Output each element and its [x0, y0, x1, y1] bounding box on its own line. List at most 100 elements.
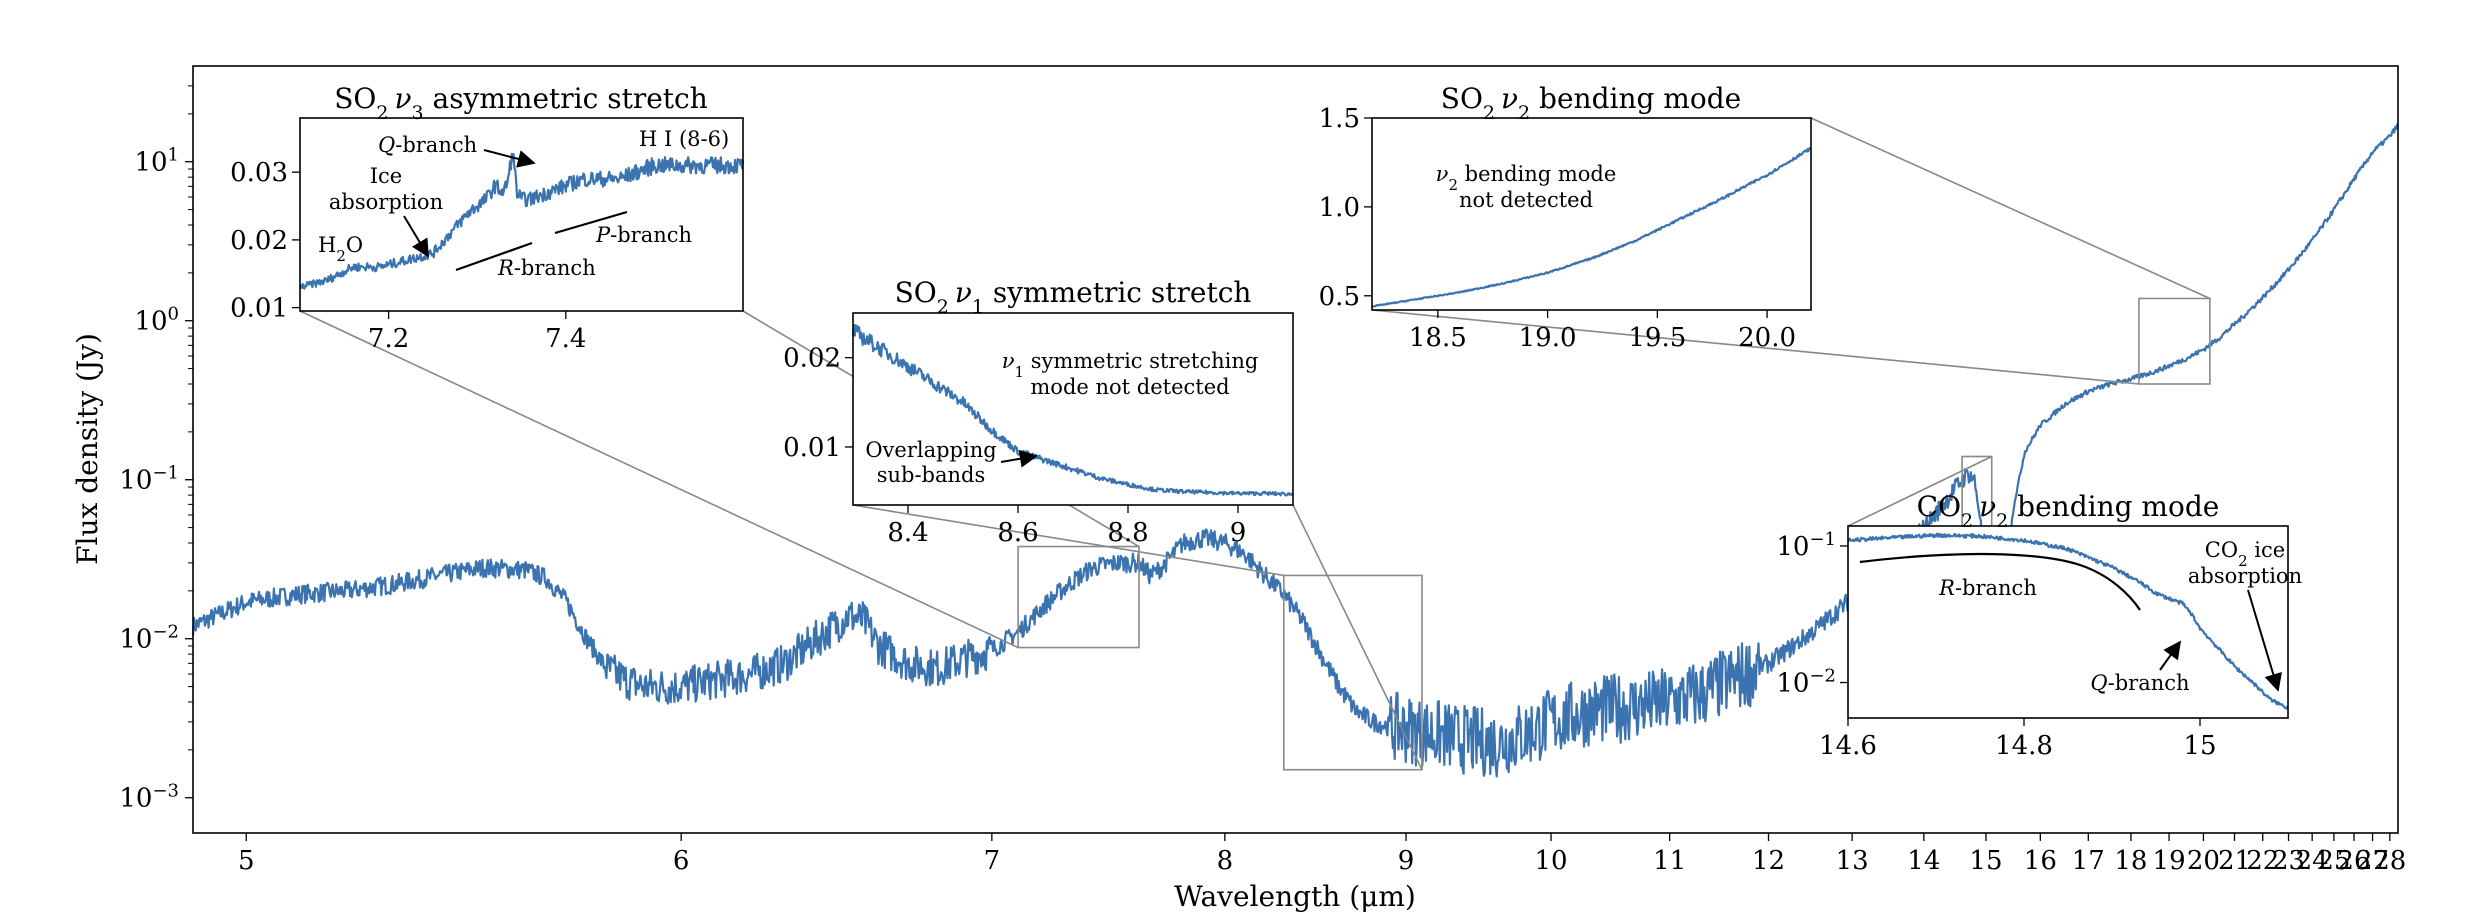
inset-x-tick-label: 9	[1230, 518, 1247, 548]
x-tick-label: 13	[1836, 846, 1869, 876]
inset-so2-v1-title: SO2 ν1 symmetric stretch	[895, 276, 1252, 318]
inset-x-tick-label: 7.2	[368, 324, 409, 354]
x-tick-label: 17	[2072, 846, 2105, 876]
inset-co2-v2: 14.6 14.8 15 10−1 10−2 CO2 ν2 bending mode R-…	[1776, 490, 2302, 761]
connector-line	[1847, 455, 1993, 527]
inset-connectors	[299, 117, 2211, 771]
inset-co2-v2-frame	[1847, 525, 2289, 719]
x-tick-label: 11	[1653, 846, 1686, 876]
label-v2-detected: not detected	[1459, 188, 1593, 212]
x-tick-label: 20	[2187, 846, 2220, 876]
x-tick-label: 8	[1217, 846, 1234, 876]
label-hi: H I (8-6)	[639, 127, 729, 151]
main-frame	[192, 65, 2399, 834]
inset-x-tick-label: 18.5	[1409, 323, 1467, 353]
x-tick-label: 25	[2317, 846, 2350, 876]
y-tick-label: 10−1	[119, 462, 179, 496]
connector-line	[299, 310, 1019, 649]
inset-y-tick-label: 0.01	[230, 294, 288, 324]
x-tick-label: 15	[1969, 846, 2002, 876]
inset-y-tick-label: 0.02	[230, 226, 288, 256]
inset-y-tick-label: 0.01	[783, 433, 841, 463]
inset-so2-v3-title: SO2 ν3 asymmetric stretch	[334, 82, 708, 124]
inset-so2-v1: 8.4 8.6 8.8 9 0.01 0.02 SO2 ν1 symmetric stret…	[783, 276, 1294, 548]
x-tick-label: 16	[2024, 846, 2057, 876]
inset-x-tick-label: 7.4	[545, 324, 586, 354]
x-tick-label: 10	[1534, 846, 1567, 876]
inset-x-tick-label: 8.4	[887, 518, 928, 548]
y-tick-label: 101	[134, 144, 179, 178]
inset-x-tick-label: 20.0	[1738, 323, 1796, 353]
y-tick-label: 10−3	[119, 780, 179, 814]
main-axes: 5 6 7 8 9 10 11 12 13 14 15 16 17 18 19 202122232425262…	[71, 65, 2406, 913]
x-tick-label: 24	[2296, 846, 2329, 876]
inset-y-tick-label: 1.0	[1319, 193, 1360, 223]
r-branch-curve	[1859, 552, 2141, 611]
x-tick-label: 22	[2246, 846, 2279, 876]
zoom-box	[2138, 297, 2211, 385]
inset-x-tick-label: 19.0	[1519, 323, 1577, 353]
x-tick-label: 27	[2356, 846, 2389, 876]
inset-x-tick-label: 8.6	[997, 518, 1038, 548]
x-tick-label: 9	[1398, 846, 1415, 876]
x-tick-label: 6	[673, 846, 690, 876]
inset-so2-v3-line	[299, 152, 745, 290]
inset-x-tick-label: 8.8	[1107, 518, 1148, 548]
label-p-branch: P-branch	[595, 223, 692, 247]
inset-co2-v2-title: CO2 ν2 bending mode	[1917, 490, 2220, 532]
label-absorption: absorption	[329, 190, 443, 214]
inset-y-tick-label: 0.03	[230, 158, 288, 188]
inset-so2-v2-frame	[1371, 117, 1812, 311]
y-tick-label: 10−2	[119, 621, 179, 655]
inset-so2-v2: 18.5 19.0 19.5 20.0 0.5 1.0 1.5 SO2 ν2 bending …	[1319, 82, 1812, 353]
label-r-branch: R-branch	[497, 256, 596, 280]
inset-so2-v1-line	[851, 323, 1294, 497]
label-v1-not-detected: ν1 symmetric stretching	[1002, 349, 1259, 381]
connector-line	[1292, 504, 1423, 771]
inset-x-tick-label: 19.5	[1628, 323, 1686, 353]
label-co2-r-branch: R-branch	[1938, 576, 2037, 600]
label-v1-mode: mode not detected	[1030, 375, 1229, 399]
inset-so2-v2-title: SO2 ν2 bending mode	[1441, 82, 1741, 124]
label-co2-ice: CO2 ice	[2205, 538, 2285, 570]
x-tick-label: 28	[2373, 846, 2406, 876]
x-tick-label: 19	[2153, 846, 2186, 876]
label-v2-not-detected: ν2 bending mode	[1436, 162, 1617, 194]
inset-so2-v2-line	[1371, 146, 1812, 308]
inset-so2-v1-frame	[852, 312, 1294, 506]
x-tick-label: 18	[2114, 846, 2147, 876]
label-co2-q-branch: Q-branch	[2090, 671, 2189, 695]
label-sub-bands: sub-bands	[877, 463, 986, 487]
label-q-branch: Q-branch	[378, 133, 477, 157]
inset-y-tick-label: 10−1	[1776, 528, 1836, 562]
inset-so2-v3: 7.2 7.4 0.01 0.02 0.03 SO2 ν3 asymmetric stre…	[230, 82, 745, 354]
inset-y-tick-label: 0.5	[1319, 282, 1360, 312]
label-h2o: H2O	[318, 233, 363, 265]
label-ice: Ice	[370, 164, 402, 188]
connector-line	[852, 504, 1284, 577]
inset-y-tick-label: 0.02	[783, 344, 841, 374]
spectrum-line	[191, 123, 2399, 778]
x-axis-label: Wavelength (μm)	[1174, 880, 1416, 913]
label-co2-absorption: absorption	[2188, 564, 2302, 588]
x-tick-label: 7	[984, 846, 1001, 876]
y-tick-label: 100	[134, 303, 179, 337]
zoom-box	[1282, 574, 1423, 771]
label-overlapping: Overlapping	[865, 438, 996, 462]
y-axis-label: Flux density (Jy)	[71, 333, 104, 565]
inset-y-tick-label: 1.5	[1319, 104, 1360, 134]
x-tick-label: 12	[1752, 846, 1785, 876]
inset-x-tick-label: 14.6	[1819, 731, 1877, 761]
x-tick-label: 23	[2272, 846, 2305, 876]
inset-x-tick-label: 15	[2183, 731, 2216, 761]
inset-y-tick-label: 10−2	[1776, 665, 1836, 699]
x-tick-label: 21	[2218, 846, 2251, 876]
connector-line	[1371, 309, 2139, 385]
zoom-box	[1017, 545, 1140, 649]
inset-co2-v2-line	[1846, 532, 2290, 710]
x-tick-label: 14	[1907, 846, 1940, 876]
x-tick-label: 26	[2337, 846, 2370, 876]
x-tick-label: 5	[238, 846, 255, 876]
connector-line	[1810, 117, 2211, 300]
